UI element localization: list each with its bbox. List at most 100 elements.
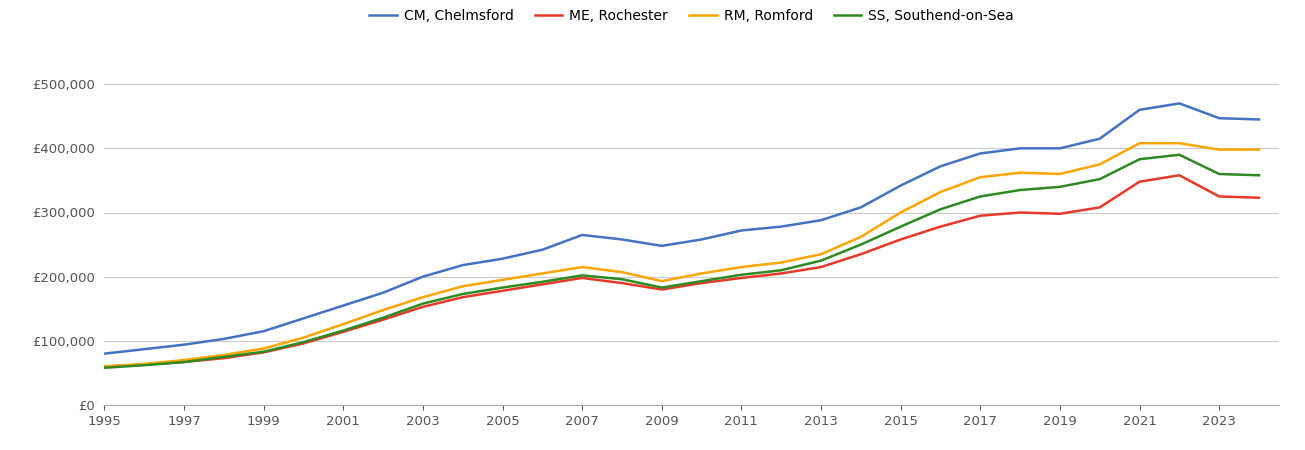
SS, Southend-on-Sea xyxy=(1052,184,1067,189)
CM, Chelmsford xyxy=(535,247,551,252)
CM, Chelmsford xyxy=(1131,107,1147,112)
ME, Rochester xyxy=(574,275,590,281)
ME, Rochester xyxy=(615,280,630,286)
ME, Rochester xyxy=(733,275,749,281)
RM, Romford xyxy=(1251,147,1267,152)
CM, Chelmsford xyxy=(893,183,908,188)
CM, Chelmsford xyxy=(574,232,590,238)
ME, Rochester xyxy=(137,362,153,367)
CM, Chelmsford xyxy=(335,303,351,308)
RM, Romford xyxy=(933,189,949,195)
CM, Chelmsford xyxy=(296,316,312,321)
ME, Rochester xyxy=(933,224,949,230)
ME, Rochester xyxy=(972,213,988,218)
ME, Rochester xyxy=(1251,195,1267,200)
RM, Romford xyxy=(813,252,829,257)
RM, Romford xyxy=(853,234,869,239)
CM, Chelmsford xyxy=(615,237,630,242)
RM, Romford xyxy=(455,284,471,289)
RM, Romford xyxy=(972,175,988,180)
CM, Chelmsford xyxy=(1013,146,1028,151)
CM, Chelmsford xyxy=(415,274,431,279)
RM, Romford xyxy=(774,260,790,265)
CM, Chelmsford xyxy=(933,164,949,169)
SS, Southend-on-Sea xyxy=(1092,176,1108,182)
CM, Chelmsford xyxy=(1052,146,1067,151)
ME, Rochester xyxy=(1172,173,1188,178)
SS, Southend-on-Sea xyxy=(137,363,153,368)
ME, Rochester xyxy=(535,282,551,287)
ME, Rochester xyxy=(176,359,192,364)
ME, Rochester xyxy=(256,350,271,355)
RM, Romford xyxy=(654,279,669,284)
SS, Southend-on-Sea xyxy=(535,279,551,284)
ME, Rochester xyxy=(217,356,232,361)
ME, Rochester xyxy=(1052,211,1067,216)
SS, Southend-on-Sea xyxy=(574,273,590,278)
SS, Southend-on-Sea xyxy=(972,194,988,199)
RM, Romford xyxy=(176,357,192,363)
SS, Southend-on-Sea xyxy=(654,285,669,290)
SS, Southend-on-Sea xyxy=(893,224,908,230)
ME, Rochester xyxy=(97,364,112,369)
RM, Romford xyxy=(694,271,710,276)
ME, Rochester xyxy=(296,341,312,346)
ME, Rochester xyxy=(694,280,710,286)
SS, Southend-on-Sea xyxy=(1131,157,1147,162)
Line: SS, Southend-on-Sea: SS, Southend-on-Sea xyxy=(104,155,1259,368)
RM, Romford xyxy=(256,346,271,351)
ME, Rochester xyxy=(1131,179,1147,184)
SS, Southend-on-Sea xyxy=(415,301,431,306)
CM, Chelmsford xyxy=(853,205,869,210)
CM, Chelmsford xyxy=(654,243,669,248)
SS, Southend-on-Sea xyxy=(1013,187,1028,193)
SS, Southend-on-Sea xyxy=(615,277,630,282)
SS, Southend-on-Sea xyxy=(495,285,510,290)
SS, Southend-on-Sea xyxy=(733,272,749,278)
ME, Rochester xyxy=(654,287,669,292)
CM, Chelmsford xyxy=(256,328,271,334)
RM, Romford xyxy=(217,352,232,358)
RM, Romford xyxy=(1092,162,1108,167)
RM, Romford xyxy=(137,361,153,367)
CM, Chelmsford xyxy=(137,346,153,352)
ME, Rochester xyxy=(376,317,392,322)
CM, Chelmsford xyxy=(972,151,988,156)
SS, Southend-on-Sea xyxy=(296,339,312,345)
SS, Southend-on-Sea xyxy=(256,349,271,355)
SS, Southend-on-Sea xyxy=(774,268,790,273)
RM, Romford xyxy=(893,210,908,215)
ME, Rochester xyxy=(774,271,790,276)
ME, Rochester xyxy=(1013,210,1028,215)
RM, Romford xyxy=(495,277,510,283)
CM, Chelmsford xyxy=(217,336,232,342)
SS, Southend-on-Sea xyxy=(455,291,471,297)
RM, Romford xyxy=(1052,171,1067,177)
CM, Chelmsford xyxy=(455,262,471,268)
RM, Romford xyxy=(615,270,630,275)
RM, Romford xyxy=(335,321,351,327)
CM, Chelmsford xyxy=(774,224,790,230)
ME, Rochester xyxy=(455,294,471,300)
CM, Chelmsford xyxy=(813,217,829,223)
CM, Chelmsford xyxy=(1211,116,1227,121)
SS, Southend-on-Sea xyxy=(853,242,869,248)
SS, Southend-on-Sea xyxy=(933,207,949,212)
RM, Romford xyxy=(1211,147,1227,152)
RM, Romford xyxy=(1131,140,1147,146)
CM, Chelmsford xyxy=(1251,117,1267,122)
ME, Rochester xyxy=(415,304,431,310)
SS, Southend-on-Sea xyxy=(1211,171,1227,177)
Legend: CM, Chelmsford, ME, Rochester, RM, Romford, SS, Southend-on-Sea: CM, Chelmsford, ME, Rochester, RM, Romfo… xyxy=(364,3,1019,28)
RM, Romford xyxy=(733,264,749,270)
Line: CM, Chelmsford: CM, Chelmsford xyxy=(104,104,1259,354)
SS, Southend-on-Sea xyxy=(376,315,392,320)
SS, Southend-on-Sea xyxy=(1172,152,1188,158)
SS, Southend-on-Sea xyxy=(217,354,232,360)
ME, Rochester xyxy=(1211,194,1227,199)
SS, Southend-on-Sea xyxy=(694,279,710,284)
RM, Romford xyxy=(535,271,551,276)
CM, Chelmsford xyxy=(376,290,392,295)
RM, Romford xyxy=(296,335,312,340)
ME, Rochester xyxy=(495,288,510,293)
